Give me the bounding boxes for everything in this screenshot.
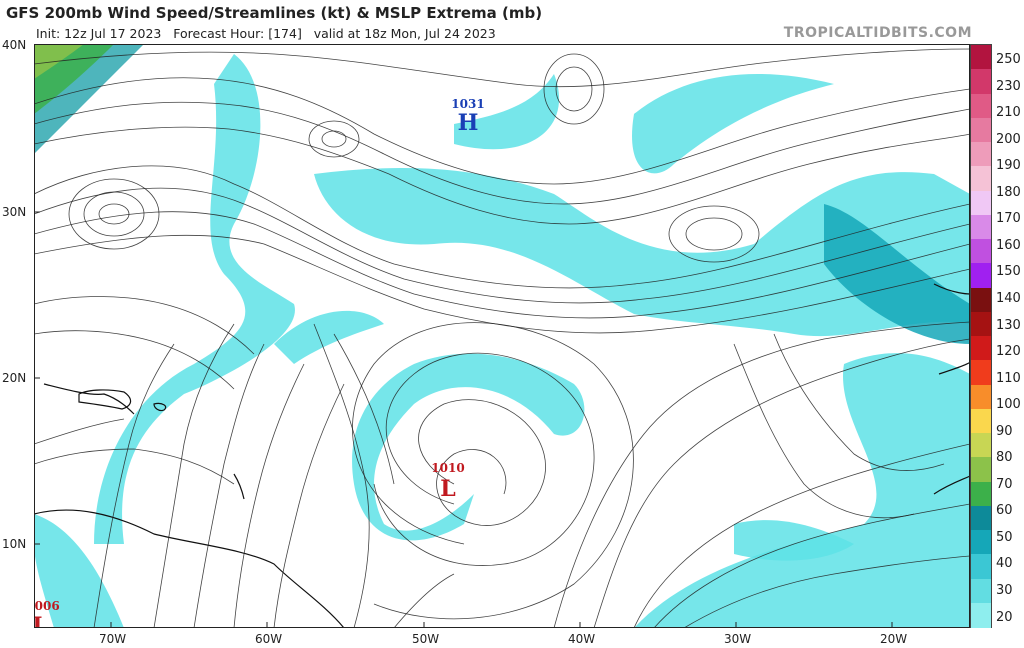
streamlines bbox=[34, 48, 970, 628]
legend-level-label: 230 bbox=[996, 78, 1021, 94]
legend-swatch bbox=[971, 505, 991, 531]
pressure-low-1010: 1010 L bbox=[431, 461, 464, 502]
legend-swatch bbox=[971, 263, 991, 288]
legend-level-label: 40 bbox=[996, 556, 1013, 572]
brand-watermark: TROPICALTIDBITS.COM bbox=[783, 25, 972, 41]
legend-swatch bbox=[971, 166, 991, 191]
legend-swatch bbox=[971, 578, 991, 604]
legend-level-label: 100 bbox=[996, 397, 1021, 413]
lon-label-40w: 40W bbox=[568, 632, 596, 646]
legend-swatch bbox=[971, 287, 991, 313]
high-pressure-symbol: H bbox=[458, 110, 479, 136]
high-pressure-value: 1031 bbox=[451, 97, 484, 111]
legend-level-label: 150 bbox=[996, 264, 1021, 280]
legend-level-label: 130 bbox=[996, 317, 1021, 333]
lon-label-20w: 20W bbox=[880, 632, 908, 646]
low-pressure-value-2: 1006 bbox=[34, 599, 60, 613]
legend-swatch bbox=[971, 311, 991, 337]
lat-label-40n: 40N bbox=[2, 38, 27, 52]
lat-label-30n: 30N bbox=[2, 205, 27, 219]
legend-level-label: 60 bbox=[996, 503, 1013, 519]
legend-level-label: 210 bbox=[996, 105, 1021, 121]
low-pressure-symbol-2: L bbox=[34, 613, 48, 628]
lon-label-70w: 70W bbox=[99, 632, 127, 646]
lon-label-30w: 30W bbox=[724, 632, 752, 646]
legend-level-label: 50 bbox=[996, 529, 1013, 545]
lon-label-60w: 60W bbox=[255, 632, 283, 646]
legend-swatch bbox=[971, 602, 991, 628]
map-title: GFS 200mb Wind Speed/Streamlines (kt) & … bbox=[6, 4, 543, 22]
legend-swatch bbox=[971, 457, 991, 482]
legend-level-label: 200 bbox=[996, 131, 1021, 147]
legend-swatch bbox=[971, 190, 991, 216]
lon-label-50w: 50W bbox=[412, 632, 440, 646]
legend-level-label: 160 bbox=[996, 237, 1021, 253]
pressure-high-1031: 1031 H bbox=[451, 97, 484, 136]
legend-swatch bbox=[971, 117, 991, 143]
legend-level-label: 120 bbox=[996, 344, 1021, 360]
legend-swatch bbox=[971, 142, 991, 167]
legend-level-label: 110 bbox=[996, 370, 1021, 386]
wind-map: 1031 H 1010 L 1006 L bbox=[34, 44, 970, 628]
legend-level-label: 90 bbox=[996, 423, 1013, 439]
legend-swatch bbox=[971, 384, 991, 410]
legend-swatch bbox=[971, 433, 991, 458]
legend-level-label: 20 bbox=[996, 609, 1013, 625]
legend-level-label: 80 bbox=[996, 450, 1013, 466]
wind-speed-legend bbox=[970, 44, 992, 628]
legend-swatch bbox=[971, 336, 991, 361]
legend-level-label: 30 bbox=[996, 583, 1013, 598]
legend-level-label: 250 bbox=[996, 52, 1021, 67]
low-pressure-value: 1010 bbox=[431, 461, 464, 475]
pressure-low-1006: 1006 L bbox=[34, 599, 60, 628]
legend-swatch bbox=[971, 408, 991, 434]
legend-level-label: 190 bbox=[996, 158, 1021, 174]
legend-level-label: 170 bbox=[996, 211, 1021, 227]
legend-swatch bbox=[971, 554, 991, 579]
low-pressure-symbol: L bbox=[440, 476, 455, 502]
legend-level-label: 70 bbox=[996, 476, 1013, 492]
legend-swatch bbox=[971, 214, 991, 240]
legend-swatch bbox=[971, 239, 991, 264]
legend-level-label: 140 bbox=[996, 290, 1021, 306]
legend-swatch bbox=[971, 360, 991, 385]
legend-swatch bbox=[971, 93, 991, 119]
lat-label-20n: 20N bbox=[2, 371, 27, 385]
legend-swatch bbox=[971, 69, 991, 94]
lat-label-10n: 10N bbox=[2, 537, 27, 551]
legend-level-label: 180 bbox=[996, 184, 1021, 200]
legend-swatch bbox=[971, 45, 991, 70]
legend-swatch bbox=[971, 530, 991, 555]
map-subtitle: Init: 12z Jul 17 2023 Forecast Hour: [17… bbox=[36, 26, 496, 41]
legend-swatch bbox=[971, 481, 991, 507]
